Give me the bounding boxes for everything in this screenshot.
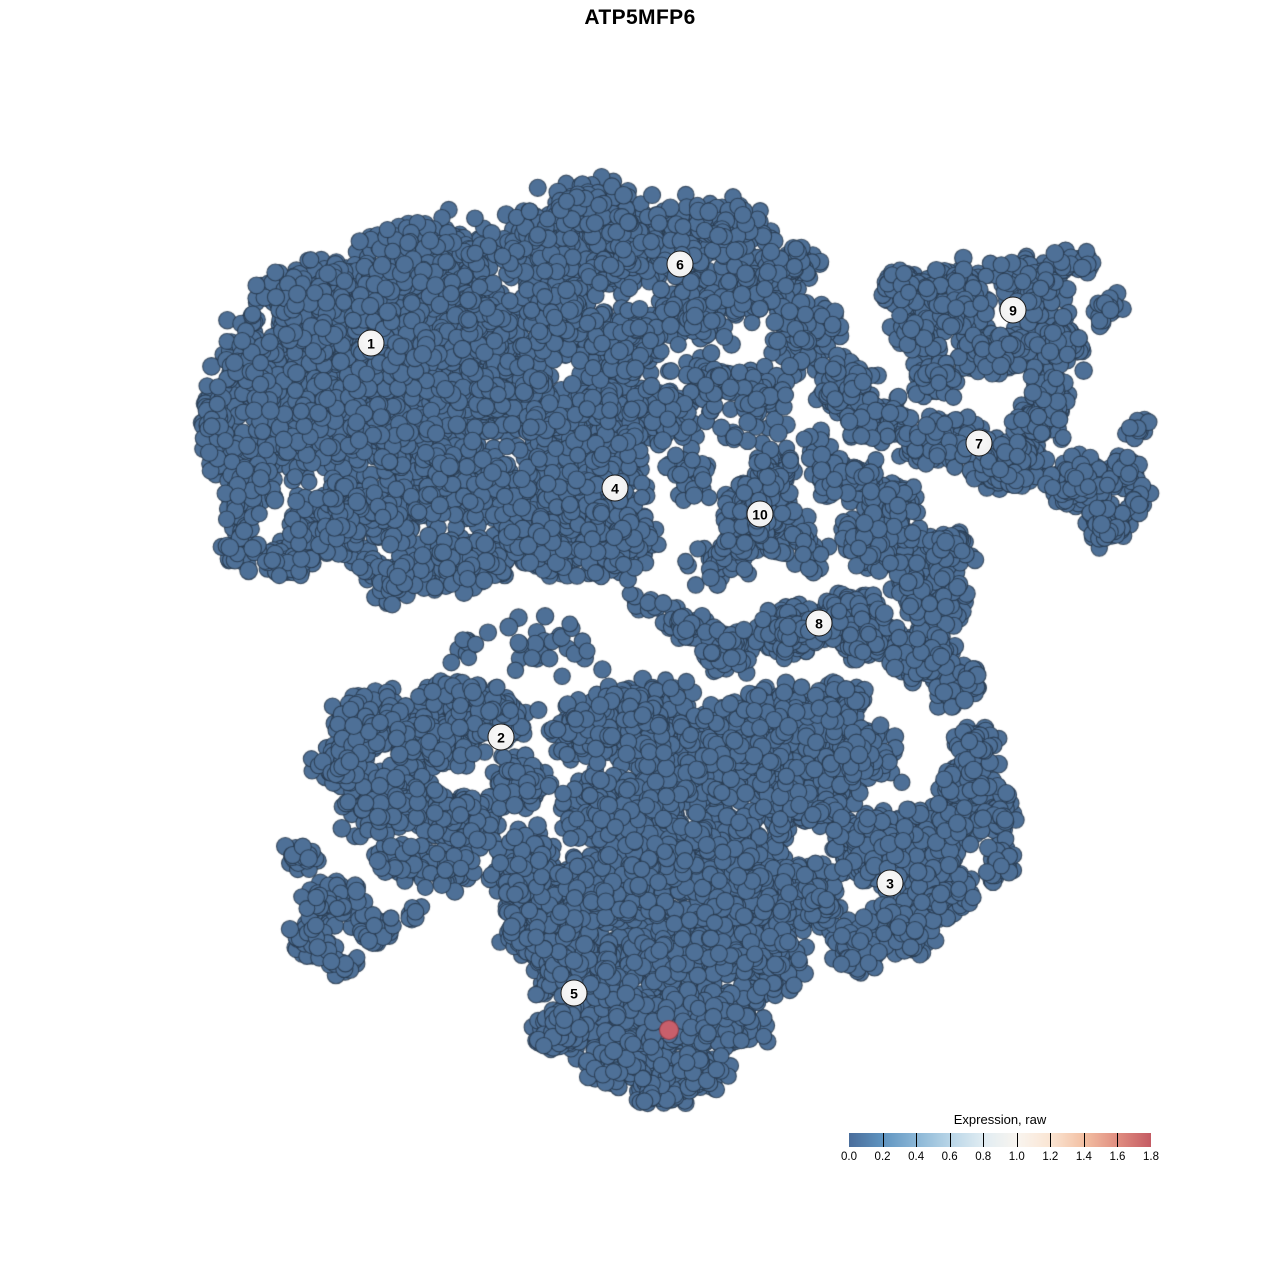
colorbar-tick-label: 1.8 [1143,1151,1159,1163]
cluster-label-5: 5 [560,979,588,1007]
colorbar-tick-label: 0.2 [874,1151,891,1163]
cluster-label-8: 8 [805,609,833,637]
cluster-label-1: 1 [357,329,385,357]
colorbar-tick-label: 1.4 [1075,1151,1092,1163]
colorbar-tick-label: 0.0 [841,1151,857,1163]
colorbar-tick [983,1133,985,1147]
cluster-label-2: 2 [487,723,515,751]
colorbar-tick [1117,1133,1119,1147]
colorbar-tick-label: 0.6 [941,1151,958,1163]
colorbar-tick [916,1133,918,1147]
colorbar-tick [1016,1133,1018,1147]
colorbar-tick-label: 1.2 [1042,1151,1059,1163]
colorbar-tick-label: 1.0 [1008,1151,1025,1163]
colorbar-tick-label: 1.6 [1109,1151,1126,1163]
colorbar-gradient [849,1133,1151,1147]
colorbar-tick-labels: 0.0 0.2 0.4 0.6 0.8 1.0 1.2 1.4 1.6 1.8 [841,1151,1159,1165]
colorbar-tick-label: 0.4 [908,1151,925,1163]
cluster-label-10: 10 [746,500,774,528]
colorbar-tick [1050,1133,1052,1147]
cluster-label-6: 6 [666,250,694,278]
cluster-label-9: 9 [999,296,1027,324]
colorbar-tick [949,1133,951,1147]
expression-colorbar-legend: Expression, raw 0.0 0.2 0.4 0.6 0.8 1.0 1.2 1.4… [841,1112,1159,1165]
cluster-label-4: 4 [601,474,629,502]
cluster-label-7: 7 [965,429,993,457]
legend-title: Expression, raw [953,1112,1047,1127]
colorbar-tick-label: 0.8 [975,1151,992,1163]
colorbar-tick [1083,1133,1085,1147]
cluster-label-3: 3 [876,869,904,897]
colorbar-tick [882,1133,884,1147]
